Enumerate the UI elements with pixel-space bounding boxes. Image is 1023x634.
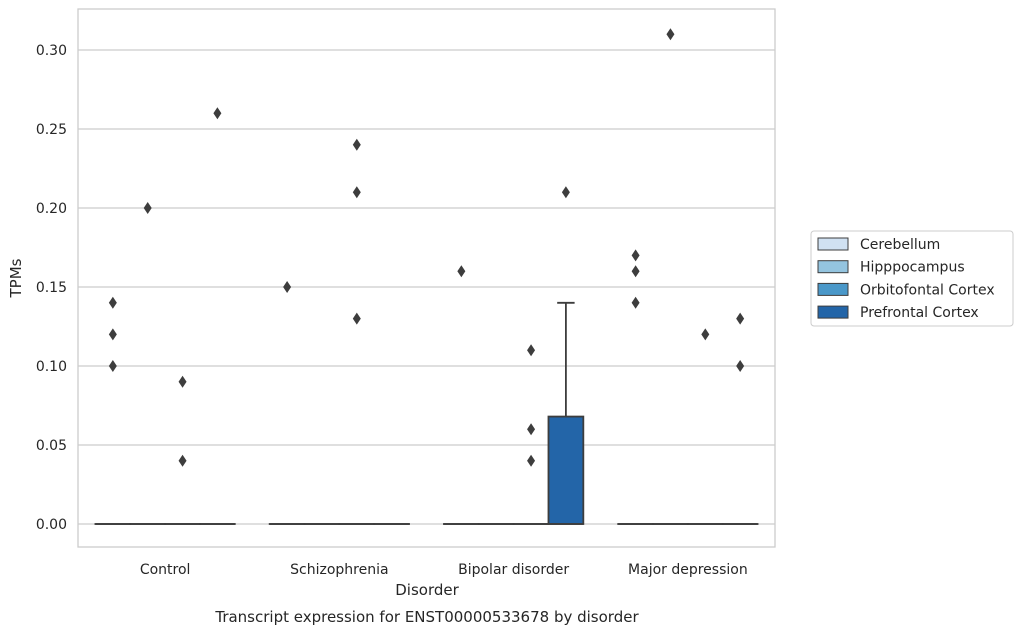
x-tick-label: Bipolar disorder [458,562,569,578]
y-tick-label: 0.10 [36,359,67,375]
legend-label: Prefrontal Cortex [860,305,979,321]
outlier-point [108,360,117,372]
legend-swatch [817,305,849,319]
y-axis-title: TPMs [7,258,25,298]
y-tick-label: 0.25 [36,122,67,138]
outlier-point [631,265,640,278]
outlier-point [143,202,152,214]
outlier-point [108,296,117,309]
outlier-point [352,312,361,325]
legend-swatch [817,282,849,296]
plot-frame [77,8,776,548]
outlier-point [457,265,466,278]
x-tick-label: Control [140,562,191,578]
x-tick-label: Schizophrenia [290,562,388,578]
box [547,415,585,525]
outlier-point [631,249,640,262]
legend: Cerebellum Hipppocampus Orbitofontal Corte… [810,230,1014,327]
legend-swatch [817,237,849,251]
x-axis-title: Disorder [395,581,459,599]
y-tick-label: 0.15 [36,280,67,296]
chart-caption: Transcript expression for ENST0000053367… [214,608,639,626]
outlier-point [108,328,117,341]
y-tick-label: 0.20 [36,201,67,217]
outlier-point [736,360,745,372]
outliers [108,28,745,467]
outlier-point [666,28,675,41]
gridlines [78,49,775,525]
outlier-point [701,328,710,341]
outlier-point [213,107,222,120]
outlier-point [527,454,536,467]
outlier-point [352,138,361,151]
outlier-point [527,423,536,436]
legend-swatch [817,260,849,274]
legend-label: Cerebellum [860,237,940,253]
outlier-point [178,454,187,467]
legend-label: Orbitofontal Cortex [860,282,995,298]
x-axis-ticks: Control Schizophrenia Bipolar disorder Majo… [140,562,748,578]
x-tick-label: Major depression [628,562,748,578]
y-tick-label: 0.00 [36,517,67,533]
legend-frame [810,230,1014,327]
outlier-point [561,186,570,199]
y-tick-label: 0.05 [36,438,67,454]
legend-label: Hipppocampus [860,260,965,276]
outlier-point [527,344,536,357]
y-axis-ticks: 0.00 0.05 0.10 0.15 0.20 0.25 0.30 [36,43,67,533]
outlier-point [283,281,292,293]
outlier-point [736,312,745,325]
outlier-point [352,186,361,199]
outlier-point [178,375,187,388]
outlier-point [631,296,640,309]
boxes [94,301,759,525]
y-tick-label: 0.30 [36,43,67,59]
